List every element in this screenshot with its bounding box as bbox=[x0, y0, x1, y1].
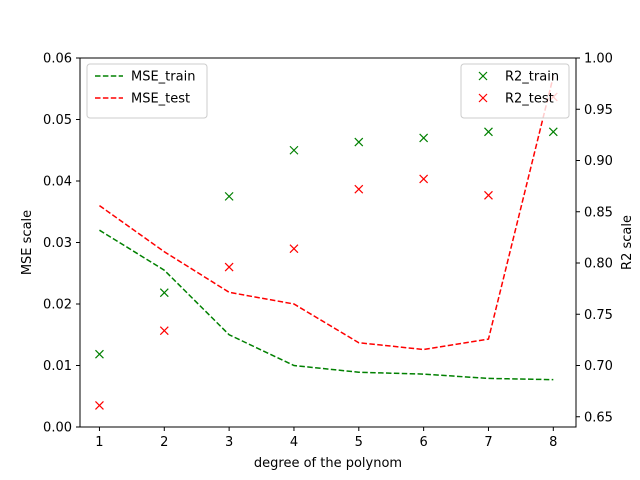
point-r2-test bbox=[159, 326, 169, 336]
point-r2-train bbox=[548, 127, 558, 137]
legend-swatch-r2-test bbox=[478, 93, 488, 103]
x-tick-label: 5 bbox=[355, 435, 363, 450]
x-tick-label: 4 bbox=[290, 435, 298, 450]
point-r2-train bbox=[289, 145, 299, 155]
point-r2-test bbox=[289, 244, 299, 254]
point-r2-train bbox=[224, 191, 234, 201]
point-r2-train bbox=[419, 133, 429, 143]
point-r2-train bbox=[354, 137, 364, 147]
left-y-tick-label: 0.06 bbox=[43, 52, 72, 67]
x-tick-label: 1 bbox=[95, 435, 103, 450]
point-r2-train bbox=[484, 127, 493, 137]
right-y-axis-label: R2 scale bbox=[620, 215, 635, 270]
legend-label-mse-test: MSE_test bbox=[131, 92, 190, 107]
left-y-tick-label: 0.05 bbox=[43, 113, 72, 128]
left-y-tick-label: 0.03 bbox=[43, 236, 72, 251]
left-y-tick-label: 0.04 bbox=[43, 175, 72, 190]
right-y-tick-label: 0.65 bbox=[584, 410, 613, 425]
point-r2-train bbox=[159, 288, 169, 298]
x-tick-label: 8 bbox=[549, 435, 557, 450]
point-r2-test bbox=[484, 190, 493, 200]
right-y-axis: 0.65 0.70 0.75 0.80 0.85 0.90 0.95 1.00 bbox=[576, 52, 613, 425]
left-y-tick-label: 0.00 bbox=[43, 421, 72, 436]
left-y-tick-label: 0.01 bbox=[43, 359, 72, 374]
point-r2-test bbox=[95, 401, 104, 410]
right-y-tick-label: 0.70 bbox=[584, 359, 613, 374]
point-r2-test bbox=[224, 262, 234, 272]
x-tick-label: 2 bbox=[160, 435, 168, 450]
x-axis-label: degree of the polynom bbox=[254, 456, 402, 471]
legend-r2: R2_train R2_test bbox=[460, 63, 570, 119]
right-y-tick-label: 0.80 bbox=[584, 257, 613, 272]
x-tick-label: 3 bbox=[225, 435, 233, 450]
left-y-axis-label: MSE scale bbox=[20, 210, 35, 275]
legend-label-mse-train: MSE_train bbox=[131, 70, 195, 85]
x-tick-label: 6 bbox=[419, 435, 427, 450]
point-r2-test bbox=[354, 184, 364, 194]
right-y-tick-label: 0.95 bbox=[584, 103, 613, 118]
legend-swatch-r2-train bbox=[478, 71, 488, 81]
right-y-tick-label: 1.00 bbox=[584, 52, 613, 67]
left-y-tick-label: 0.02 bbox=[43, 298, 72, 313]
plot-marks bbox=[95, 76, 558, 410]
right-y-tick-label: 0.90 bbox=[584, 154, 613, 169]
x-axis: 1 2 3 4 5 6 7 8 bbox=[95, 427, 557, 450]
series-line-mse-test bbox=[99, 76, 555, 351]
right-y-tick-label: 0.85 bbox=[584, 205, 613, 220]
right-y-tick-label: 0.75 bbox=[584, 308, 613, 323]
series-line-mse-train bbox=[99, 229, 554, 381]
x-tick-label: 7 bbox=[484, 435, 492, 450]
left-y-axis: 0.00 0.01 0.02 0.03 0.04 0.05 0.06 bbox=[43, 52, 80, 436]
legend-label-r2-train: R2_train bbox=[505, 70, 559, 85]
legend-box bbox=[86, 63, 208, 119]
legend-mse: MSE_train MSE_test bbox=[86, 63, 208, 119]
legend-box bbox=[460, 63, 570, 119]
legend-label-r2-test: R2_test bbox=[505, 92, 554, 107]
point-r2-test bbox=[419, 174, 429, 184]
point-r2-train bbox=[95, 349, 104, 359]
